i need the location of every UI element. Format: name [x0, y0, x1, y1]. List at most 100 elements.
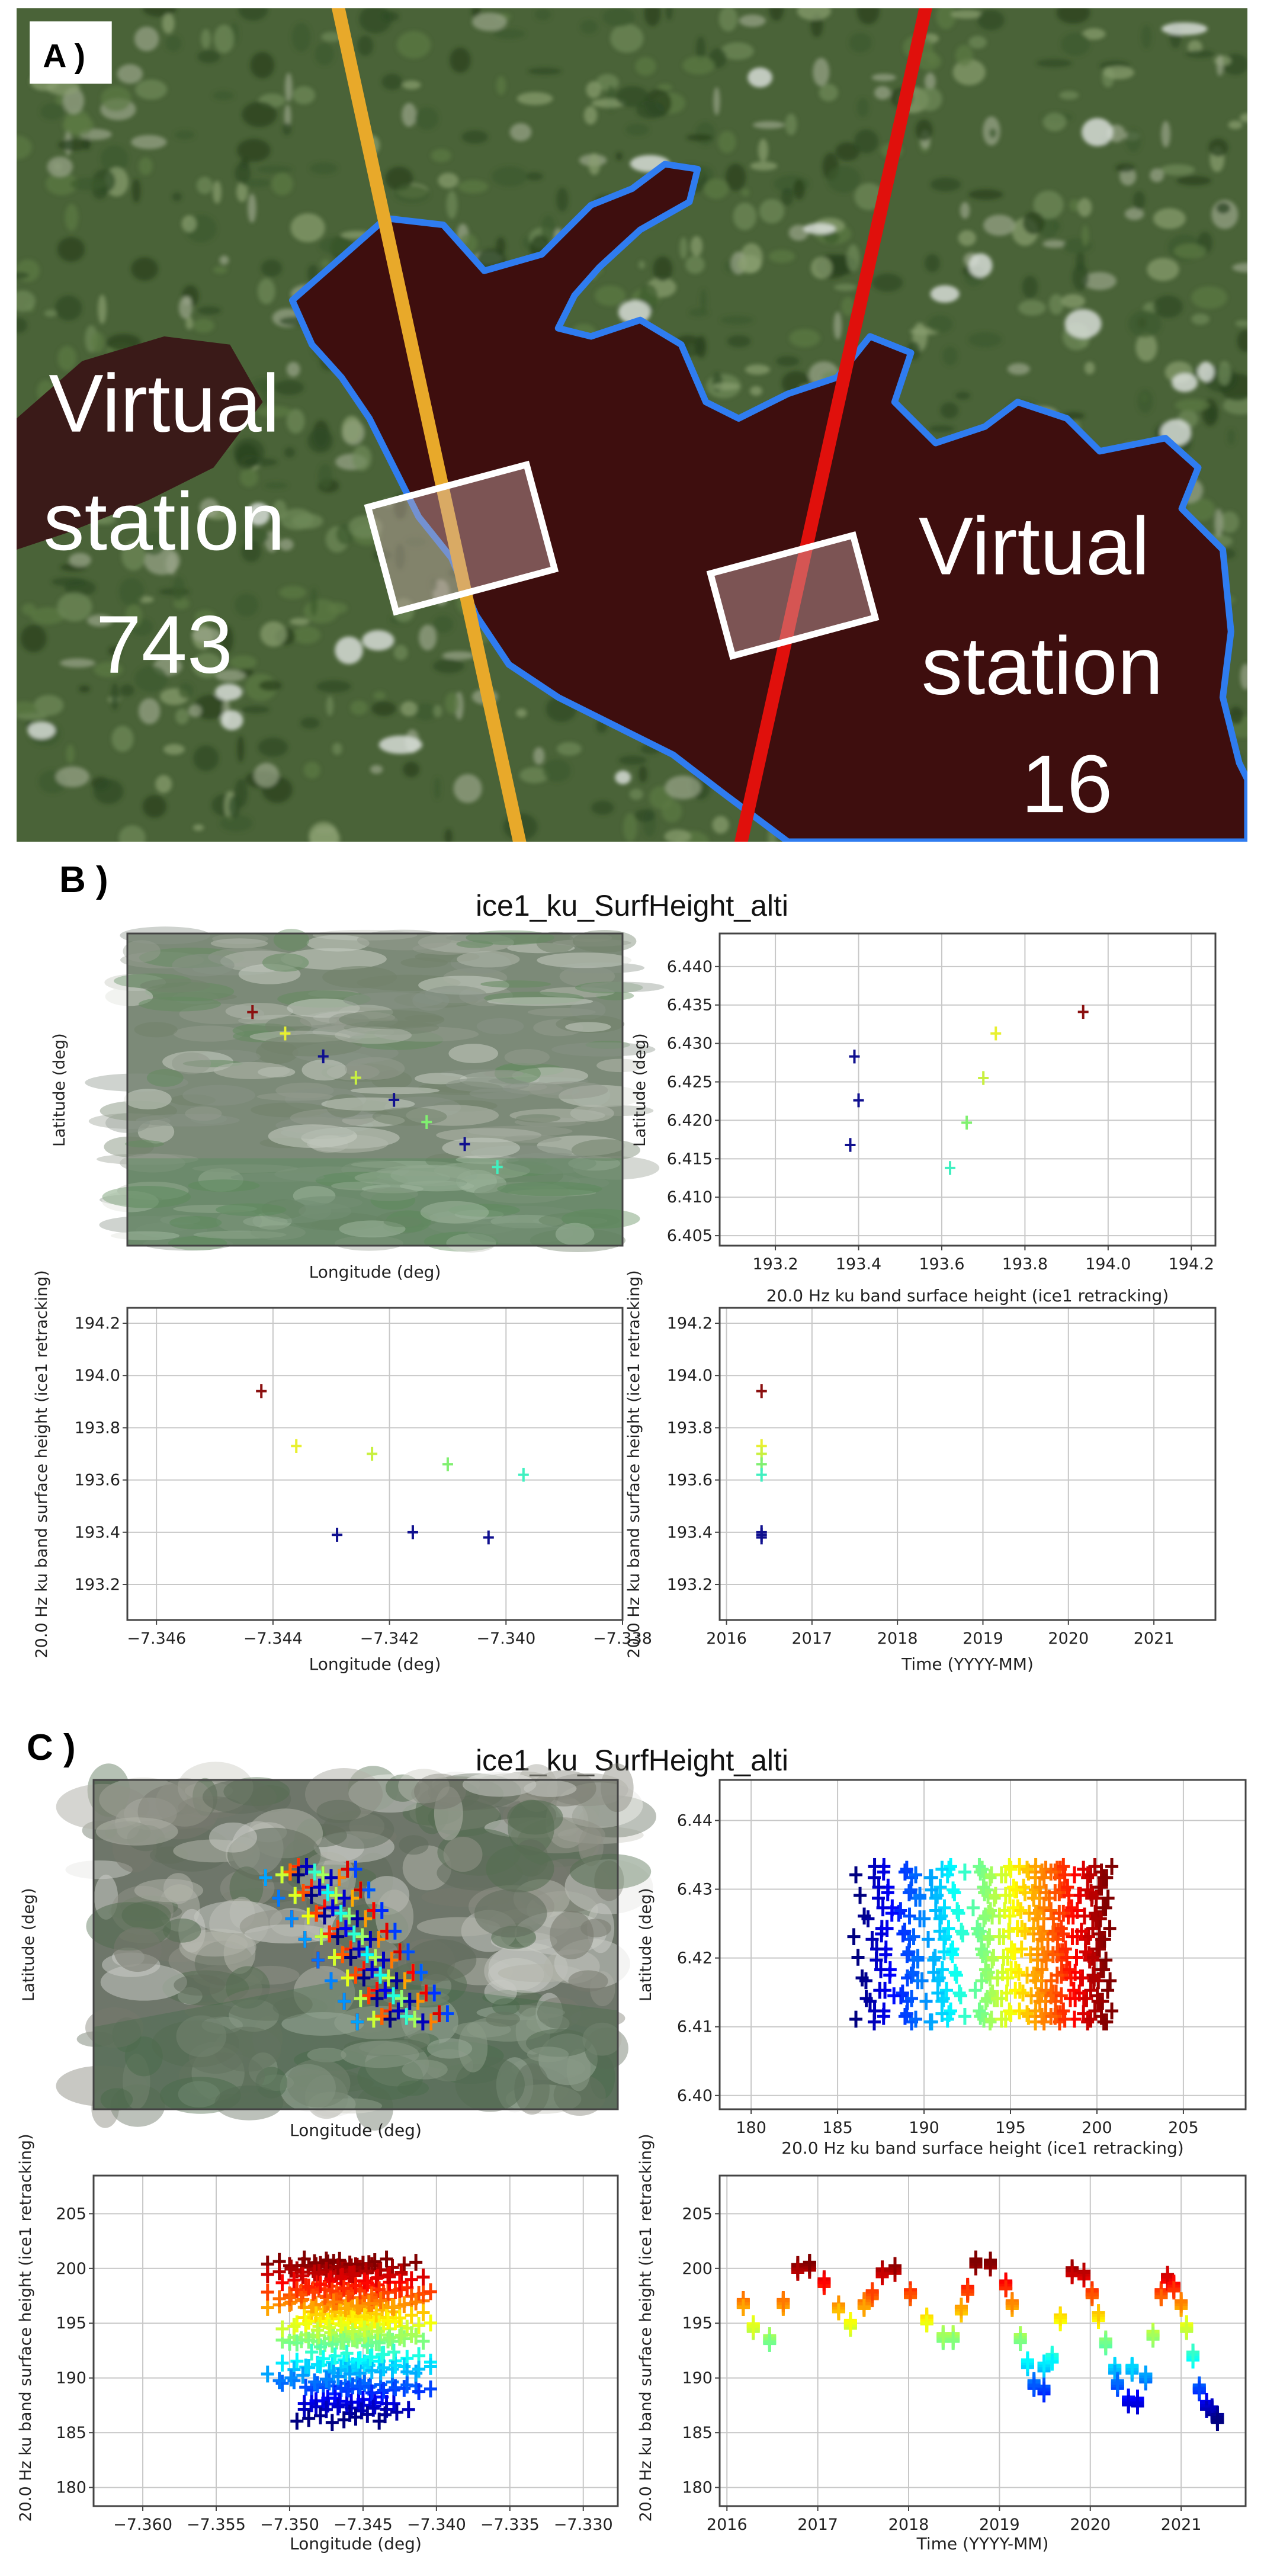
data-point-marker: [935, 1860, 949, 1878]
data-point-marker: [483, 1530, 494, 1545]
data-point-marker: [331, 2259, 345, 2276]
data-point-marker: [1101, 1981, 1115, 1999]
x-tick-label: 2021: [1134, 1629, 1175, 1648]
x-tick-label: 190: [909, 2119, 939, 2137]
data-point-marker: [308, 2373, 322, 2391]
data-point-marker: [309, 2306, 323, 2324]
axes-frame: [92, 1779, 619, 2110]
data-point-marker: [994, 2010, 1008, 2028]
data-point-marker: [904, 1881, 917, 1899]
data-points: [261, 2250, 437, 2431]
data-point-marker: [1099, 1899, 1112, 1917]
virtual-station-743-box: [364, 460, 559, 616]
data-point-marker: [331, 1928, 345, 1945]
data-point-marker: [336, 1946, 349, 1964]
data-point-marker: [1016, 1984, 1030, 2002]
chart-plot-area: −7.360 −7.355 −7.350 −7.345 −7.340 −7.335 −7.3…: [56, 2174, 619, 2534]
x-tick-label: −7.344: [243, 1629, 303, 1648]
data-point-marker: [1061, 1878, 1074, 1896]
data-point-marker: [977, 1943, 991, 1961]
data-point-marker: [900, 1860, 913, 1878]
x-tick-label: −7.345: [333, 2516, 393, 2534]
x-tick-label: 2017: [797, 2516, 838, 2534]
data-point-marker: [373, 2413, 386, 2430]
data-point-marker: [1057, 2002, 1070, 2020]
data-point-marker: [349, 1967, 362, 1984]
data-point-marker: [407, 1525, 418, 1539]
data-point-marker: [843, 2314, 857, 2332]
data-point-marker: [327, 2293, 341, 2311]
data-point-marker: [409, 2293, 423, 2311]
data-point-marker: [309, 2398, 323, 2415]
data-point-marker: [922, 1930, 935, 1948]
data-point-marker: [949, 1967, 963, 1984]
data-point-marker: [350, 2297, 364, 2315]
svg-text:16: 16: [1021, 739, 1112, 830]
data-point-marker: [973, 2002, 986, 2020]
data-point-marker: [979, 1907, 992, 1925]
b-map-axes: Longitude (deg) Latitude (deg): [50, 926, 665, 1282]
data-point-marker: [346, 2322, 360, 2340]
x-tick-label: −7.340: [476, 1629, 535, 1648]
data-point-marker: [354, 1990, 367, 2007]
data-point-marker: [756, 1468, 767, 1482]
data-point-marker: [1103, 1972, 1117, 1990]
data-point-marker: [390, 1972, 403, 1990]
data-point-marker: [355, 1928, 369, 1945]
data-point-marker: [441, 2005, 454, 2022]
data-point-marker: [870, 1951, 883, 1969]
y-axis-label: 20.0 Hz ku band surface height (ice1 ret…: [625, 1269, 643, 1658]
data-point-marker: [803, 2254, 816, 2271]
data-point-marker: [970, 1920, 984, 1937]
data-point-marker: [849, 2010, 863, 2028]
b-lon-height-axes: −7.346 −7.344 −7.342 −7.340 −7.338 193.2 193.4…: [33, 1270, 652, 1674]
data-point-marker: [340, 2344, 354, 2362]
data-point-marker: [1000, 1984, 1013, 2002]
data-point-marker: [416, 2333, 430, 2350]
data-point-marker: [362, 1881, 376, 1899]
x-tick-label: 2019: [963, 1629, 1003, 1648]
data-points: [736, 2250, 1224, 2431]
data-point-marker: [981, 1964, 995, 1981]
y-axis-label: Latitude (deg): [631, 1032, 649, 1147]
x-tick-label: 193.4: [836, 1255, 881, 1273]
axes-frame: [718, 1307, 1217, 1621]
y-tick-label: 6.405: [667, 1227, 713, 1245]
data-point-marker: [945, 1161, 956, 1175]
data-point-marker: [1073, 1887, 1087, 1904]
c-map-axes: Longitude (deg) Latitude (deg): [20, 1762, 656, 2140]
data-point-marker: [347, 1925, 361, 1943]
data-point-marker: [301, 1907, 315, 1925]
data-point-marker: [316, 1866, 330, 1884]
data-point-marker: [1180, 2320, 1194, 2338]
data-point-marker: [1080, 1990, 1093, 2007]
data-point-marker: [1033, 1993, 1047, 2010]
data-point-marker: [275, 2354, 289, 2372]
y-tick-label: 6.40: [677, 2087, 713, 2105]
y-tick-label: 194.0: [75, 1366, 120, 1385]
data-point-marker: [352, 2352, 365, 2369]
data-point-marker: [275, 1866, 289, 1884]
data-point-marker: [492, 1160, 503, 1174]
data-point-marker: [387, 2343, 400, 2361]
satellite-image-panel: A ) Virtual station 743 Virtual station …: [17, 8, 1247, 842]
data-point-marker: [1175, 2293, 1188, 2311]
data-point-marker: [299, 2378, 313, 2396]
data-point-marker: [1035, 1961, 1049, 1978]
data-point-marker: [405, 2271, 418, 2288]
data-point-marker: [365, 1961, 379, 1978]
data-point-marker: [1044, 1902, 1058, 1919]
data-point-marker: [906, 1964, 920, 1981]
data-point-marker: [377, 1951, 390, 1969]
ground-track-16: [734, 8, 933, 842]
data-point-marker: [1010, 1920, 1024, 1937]
data-point-marker: [1095, 1930, 1109, 1948]
data-point-marker: [368, 1949, 382, 1966]
y-tick-label: 193.8: [667, 1419, 713, 1437]
y-tick-label: 6.420: [667, 1111, 713, 1130]
data-point-marker: [357, 1969, 371, 1987]
data-point-marker: [853, 1093, 864, 1108]
x-tick-label: 193.8: [1002, 1255, 1048, 1273]
data-point-marker: [1046, 1946, 1060, 1964]
data-point-marker: [1058, 1940, 1072, 1958]
